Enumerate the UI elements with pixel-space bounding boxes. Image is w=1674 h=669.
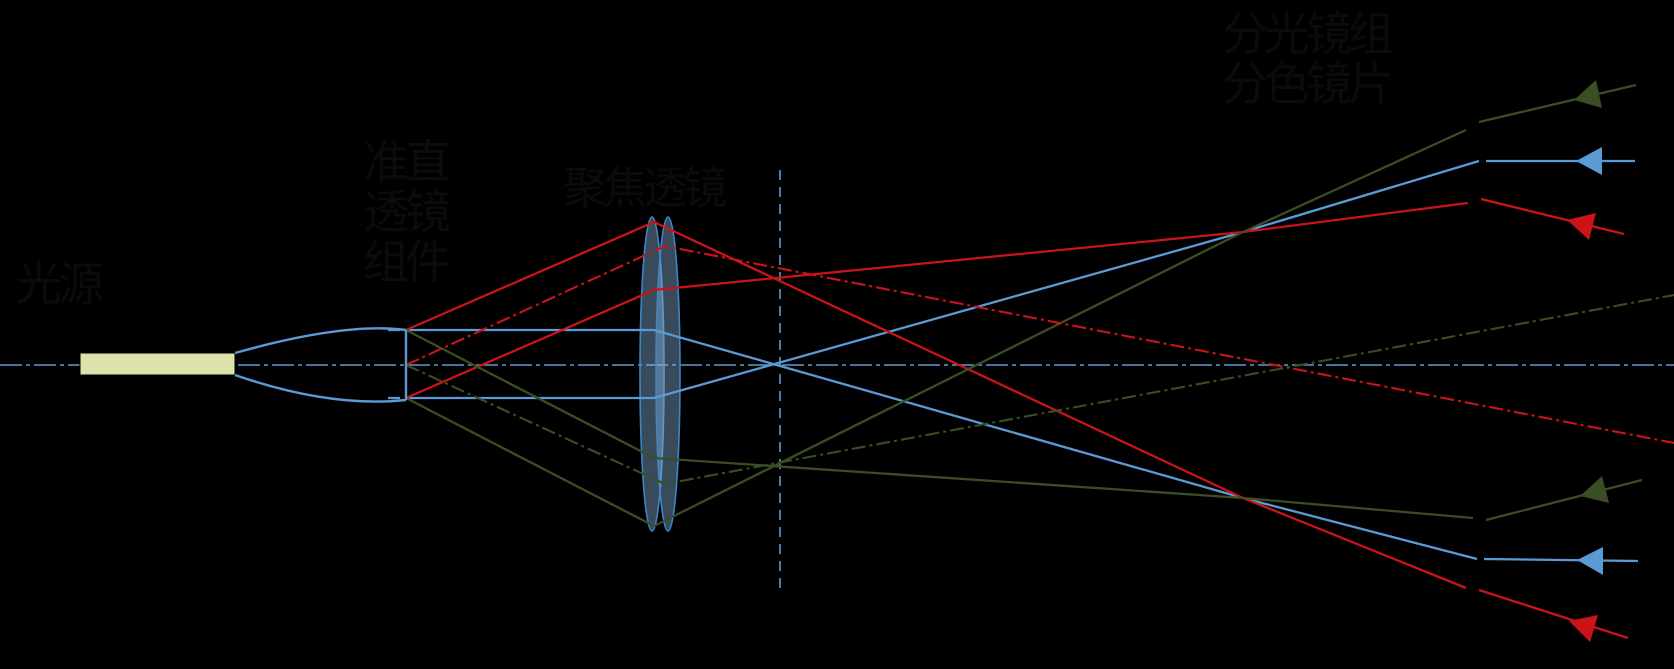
svg-text:分光镜组: 分光镜组 <box>1222 8 1393 60</box>
svg-text:准直: 准直 <box>363 136 449 188</box>
svg-text:组件: 组件 <box>363 236 449 288</box>
svg-text:透镜: 透镜 <box>363 186 450 238</box>
svg-text:光源: 光源 <box>16 258 103 310</box>
svg-text:分色镜片: 分色镜片 <box>1222 58 1390 110</box>
svg-text:聚焦透镜: 聚焦透镜 <box>563 164 726 213</box>
